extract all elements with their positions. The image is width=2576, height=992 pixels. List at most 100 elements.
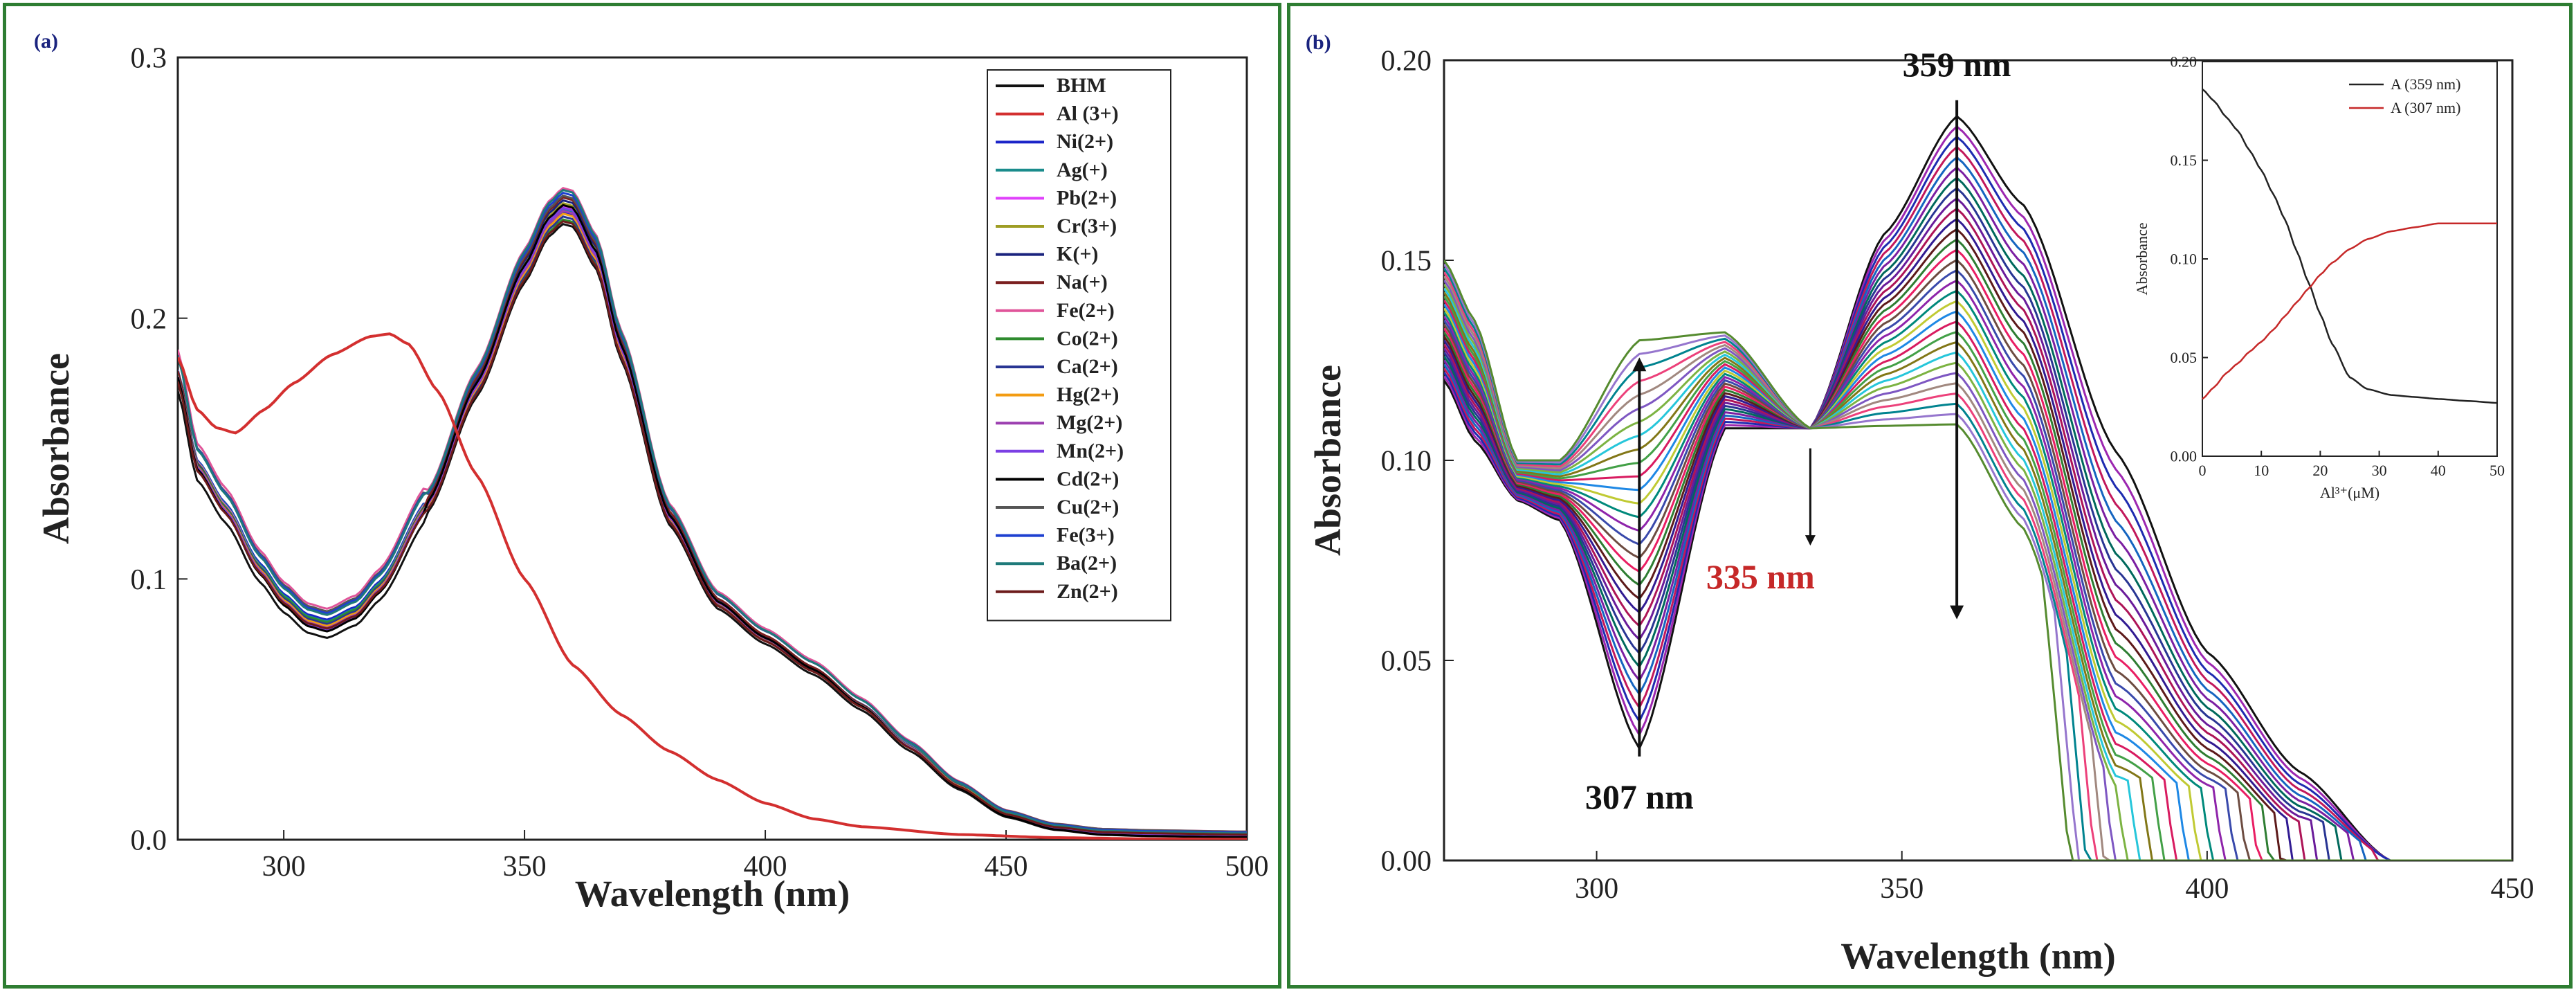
inset-line [2202, 88, 2498, 404]
spectrum-line [1444, 283, 2512, 860]
legend-label: Co(2+) [1057, 327, 1118, 350]
spectrum-line [1444, 263, 2512, 860]
spectrum-line [1444, 135, 2512, 860]
x-tick-label: 350 [1880, 873, 1924, 905]
y-tick-label: 0.15 [1381, 246, 1432, 278]
spectrum-line [1444, 156, 2512, 860]
inset-legend-label: A (359 nm) [2391, 75, 2460, 93]
x-tick-label: 500 [1225, 851, 1269, 883]
legend-label: Ag(+) [1057, 159, 1108, 181]
y-tick-label: 0.05 [1381, 646, 1432, 678]
legend-label: Ba(2+) [1057, 552, 1117, 575]
y-axis-title: Absorbance [1307, 365, 1349, 556]
spectrum-line [178, 188, 1247, 835]
x-tick-label: 0 [2199, 462, 2207, 479]
spectrum-line-al [178, 332, 1247, 840]
plot-frame [2202, 61, 2498, 457]
y-tick-label: 0.00 [2171, 448, 2198, 465]
x-tick-label: 10 [2254, 462, 2269, 479]
legend-label: Cr(3+) [1057, 215, 1117, 237]
spectrum-line [1444, 289, 2512, 860]
legend-label: Ca(2+) [1057, 355, 1118, 378]
spectrum-line [1444, 258, 2512, 860]
y-tick-label: 0.10 [1381, 446, 1432, 478]
y-tick-label: 0.10 [2171, 251, 2198, 268]
spectrum-line [1444, 176, 2512, 860]
spectrum-line [1444, 114, 2512, 860]
x-tick-label: 20 [2312, 462, 2328, 479]
x-tick-label: 400 [2185, 873, 2229, 905]
spectrum-line [1444, 186, 2512, 860]
x-tick-label: 400 [744, 851, 787, 883]
legend-label: BHM [1057, 74, 1106, 97]
annotation-label: 307 nm [1585, 777, 1694, 816]
inset-y-title: Absorbance [2133, 222, 2150, 295]
x-axis-title: Wavelength (nm) [1840, 935, 2116, 977]
spectrum-line [1444, 260, 2512, 860]
spectrum-line [1444, 228, 2512, 860]
spectrum-line [1444, 279, 2512, 860]
spectrum-line [1444, 207, 2512, 860]
y-tick-label: 0.0 [131, 825, 167, 857]
curves-group [1444, 114, 2512, 860]
spectrum-line [1444, 303, 2512, 860]
spectrum-line [1444, 296, 2512, 860]
panel-label: (a) [34, 30, 58, 53]
spectrum-line [178, 220, 1247, 836]
legend-label: Al (3+) [1057, 102, 1119, 125]
y-tick-label: 0.15 [2171, 152, 2198, 169]
x-tick-label: 40 [2431, 462, 2446, 479]
legend-label: Fe(3+) [1057, 524, 1115, 547]
y-tick-label: 0.20 [2171, 53, 2198, 71]
legend-label: Hg(2+) [1057, 384, 1119, 406]
spectrum-line [1444, 145, 2512, 860]
spectrum-line [1444, 248, 2512, 860]
y-tick-label: 0.1 [131, 564, 167, 596]
spectrum-line [1444, 166, 2512, 860]
y-tick-label: 0.20 [1381, 46, 1432, 78]
legend-label: K(+) [1057, 243, 1098, 266]
legend-label: Cu(2+) [1057, 496, 1119, 518]
x-tick-label: 300 [262, 851, 306, 883]
inset-line [2202, 222, 2497, 400]
chart-b-svg: 300 350 400 4500.000.050.100.150.20(b)Wavel… [1306, 31, 2534, 977]
x-tick-label: 450 [985, 851, 1028, 883]
y-axis-title: Absorbance [35, 353, 77, 544]
spectrum-line [1444, 267, 2512, 860]
legend-label: Pb(2+) [1057, 186, 1117, 209]
spectrum-line [1444, 291, 2512, 860]
legend-label: Mg(2+) [1057, 411, 1122, 434]
spectrum-line [1444, 269, 2512, 860]
spectrum-line [1444, 280, 2512, 860]
annotation-label: 359 nm [1903, 45, 2011, 84]
spectrum-line [1444, 300, 2512, 860]
panel-b: 300 350 400 450 0.00 0.05 0.10 0.15 0.20 (b) Wavel… [1287, 3, 2573, 989]
curves-group [178, 187, 1247, 840]
spectrum-line [1444, 299, 2512, 860]
x-axis-title: Wavelength (nm) [575, 873, 850, 914]
chart-a-svg: 300 350 400 450 500 0.0 0.1 0.2 0.3 (a) Wavelength… [34, 30, 1269, 914]
x-tick-label: 350 [503, 851, 547, 883]
panel-a: 300 350 400 450 500 0.0 0.1 0.2 0.3 (a) Wavelength… [3, 3, 1281, 989]
spectrum-line [1444, 238, 2512, 860]
x-tick-label: 450 [2491, 873, 2534, 905]
spectrum-line [1444, 125, 2512, 860]
y-tick-label: 0.00 [1381, 846, 1432, 878]
plot-frame [176, 56, 1248, 841]
x-tick-label: 300 [1575, 873, 1618, 905]
x-tick-label: 50 [2490, 462, 2505, 479]
legend-label: Na(+) [1057, 271, 1108, 294]
y-tick-label: 0.2 [131, 303, 167, 335]
spectrum-line [1444, 217, 2512, 860]
spectrum-line [1444, 287, 2512, 860]
panel-label: (b) [1306, 31, 1331, 54]
legend-label: Cd(2+) [1057, 467, 1119, 490]
y-tick-label: 0.05 [2171, 349, 2198, 366]
legend-label: Zn(2+) [1057, 580, 1118, 603]
inset-legend-label: A (307 nm) [2391, 99, 2460, 116]
inset-x-title: Al³⁺(μM) [2320, 484, 2379, 501]
legend-label: Ni(2+) [1057, 130, 1113, 153]
spectrum-line [1444, 197, 2512, 860]
legend-box [987, 69, 1171, 622]
spectrum-line [1444, 276, 2512, 860]
